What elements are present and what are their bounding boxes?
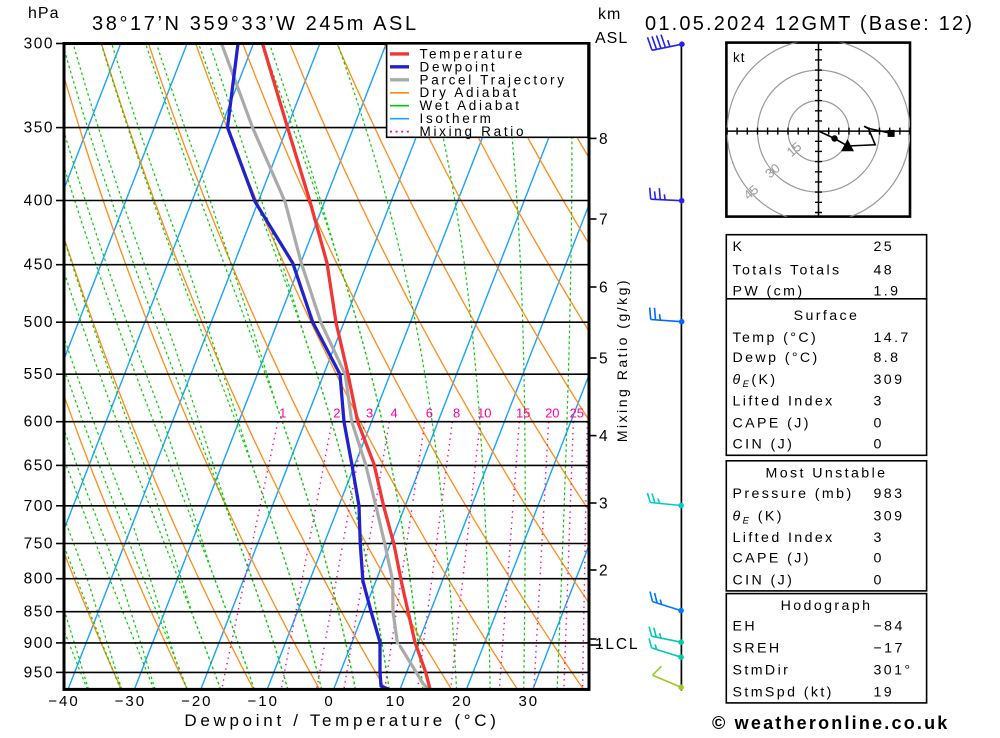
svg-text:CIN (J): CIN (J) — [733, 572, 795, 588]
svg-text:20: 20 — [452, 693, 473, 710]
svg-text:Dewpoint / Temperature (°C): Dewpoint / Temperature (°C) — [184, 711, 499, 730]
svg-text:Dry Adiabat: Dry Adiabat — [420, 85, 520, 100]
svg-text:0: 0 — [874, 572, 884, 588]
svg-text:301°: 301° — [874, 662, 913, 678]
svg-text:4: 4 — [599, 428, 608, 445]
svg-text:25: 25 — [570, 406, 584, 421]
svg-text:CIN (J): CIN (J) — [733, 437, 795, 453]
svg-text:CAPE (J): CAPE (J) — [733, 550, 811, 566]
svg-text:8: 8 — [599, 131, 608, 148]
svg-text:48: 48 — [874, 263, 895, 279]
svg-text:38°17’N 359°33’W 245m ASL: 38°17’N 359°33’W 245m ASL — [92, 13, 419, 35]
svg-text:1: 1 — [279, 406, 286, 421]
svg-text:Pressure (mb): Pressure (mb) — [733, 486, 854, 502]
svg-text:K: K — [733, 239, 745, 255]
svg-text:3: 3 — [366, 406, 373, 421]
svg-text:2: 2 — [599, 563, 608, 580]
svg-text:Parcel Trajectory: Parcel Trajectory — [420, 72, 567, 87]
svg-text:Wet Adiabat: Wet Adiabat — [420, 98, 522, 113]
svg-text:Lifted Index: Lifted Index — [733, 394, 835, 410]
svg-text:7: 7 — [599, 212, 608, 229]
svg-text:450: 450 — [24, 257, 54, 274]
svg-text:309: 309 — [874, 509, 905, 525]
svg-text:19: 19 — [874, 684, 895, 700]
svg-text:km: km — [598, 6, 621, 23]
svg-text:1.9: 1.9 — [874, 283, 901, 299]
svg-text:5: 5 — [599, 351, 608, 368]
svg-text:850: 850 — [24, 604, 54, 621]
svg-text:900: 900 — [24, 635, 54, 652]
svg-text:−17: −17 — [874, 641, 905, 657]
svg-text:−20: −20 — [181, 693, 212, 710]
svg-text:−10: −10 — [247, 693, 278, 710]
svg-text:StmDir: StmDir — [733, 662, 791, 678]
svg-text:650: 650 — [24, 457, 54, 474]
svg-text:500: 500 — [24, 314, 54, 331]
svg-text:6: 6 — [426, 406, 433, 421]
svg-text:−30: −30 — [115, 693, 146, 710]
svg-text:983: 983 — [874, 486, 905, 502]
svg-text:8.8: 8.8 — [874, 350, 901, 366]
svg-text:01.05.2024 12GMT (Base: 12): 01.05.2024 12GMT (Base: 12) — [645, 13, 974, 35]
svg-text:StmSpd (kt): StmSpd (kt) — [733, 684, 834, 700]
svg-text:Mixing Ratio (g/kg): Mixing Ratio (g/kg) — [614, 278, 630, 442]
svg-text:0: 0 — [324, 693, 334, 710]
svg-text:10: 10 — [477, 406, 491, 421]
svg-text:3: 3 — [874, 530, 884, 546]
svg-text:Isotherm: Isotherm — [420, 111, 494, 126]
svg-text:1LCL: 1LCL — [595, 636, 639, 653]
svg-text:© weatheronline.co.uk: © weatheronline.co.uk — [712, 713, 950, 733]
svg-text:10: 10 — [386, 693, 407, 710]
svg-text:Temperature: Temperature — [420, 46, 526, 61]
svg-text:PW (cm): PW (cm) — [733, 283, 805, 299]
svg-text:θE(K): θE(K) — [733, 372, 778, 390]
svg-text:750: 750 — [24, 536, 54, 553]
svg-text:−40: −40 — [48, 693, 79, 710]
svg-text:950: 950 — [24, 664, 54, 681]
svg-text:0: 0 — [874, 550, 884, 566]
svg-text:Lifted Index: Lifted Index — [733, 530, 835, 546]
svg-text:309: 309 — [874, 372, 905, 388]
svg-text:0: 0 — [874, 416, 884, 432]
svg-text:0: 0 — [874, 437, 884, 453]
svg-text:3: 3 — [599, 496, 608, 513]
svg-text:Hodograph: Hodograph — [781, 598, 873, 614]
svg-text:20: 20 — [545, 406, 559, 421]
svg-text:400: 400 — [24, 193, 54, 210]
svg-text:3: 3 — [874, 394, 884, 410]
svg-text:hPa: hPa — [28, 5, 59, 22]
svg-text:Dewpoint: Dewpoint — [420, 59, 498, 74]
svg-text:Surface: Surface — [794, 308, 860, 324]
svg-text:14.7: 14.7 — [874, 330, 911, 346]
svg-text:15: 15 — [516, 406, 530, 421]
svg-text:θE (K): θE (K) — [733, 509, 784, 527]
svg-text:Mixing Ratio: Mixing Ratio — [420, 124, 527, 139]
svg-text:4: 4 — [390, 406, 397, 421]
svg-text:Most Unstable: Most Unstable — [766, 465, 888, 481]
svg-text:ASL: ASL — [595, 30, 628, 47]
svg-text:SREH: SREH — [733, 641, 782, 657]
svg-text:kt: kt — [733, 50, 746, 65]
svg-text:350: 350 — [24, 120, 54, 137]
svg-text:Temp (°C): Temp (°C) — [733, 330, 819, 346]
svg-text:Totals Totals: Totals Totals — [733, 263, 842, 279]
svg-text:EH: EH — [733, 619, 758, 635]
svg-text:700: 700 — [24, 498, 54, 515]
svg-text:550: 550 — [24, 366, 54, 383]
svg-text:−84: −84 — [874, 619, 905, 635]
svg-text:Dewp (°C): Dewp (°C) — [733, 350, 820, 366]
svg-text:6: 6 — [599, 280, 608, 297]
svg-text:600: 600 — [24, 414, 54, 431]
svg-text:CAPE (J): CAPE (J) — [733, 416, 811, 432]
svg-text:800: 800 — [24, 571, 54, 588]
svg-text:2: 2 — [333, 406, 340, 421]
svg-text:300: 300 — [24, 36, 54, 53]
svg-text:30: 30 — [518, 693, 539, 710]
svg-text:8: 8 — [453, 406, 460, 421]
svg-text:25: 25 — [874, 239, 895, 255]
